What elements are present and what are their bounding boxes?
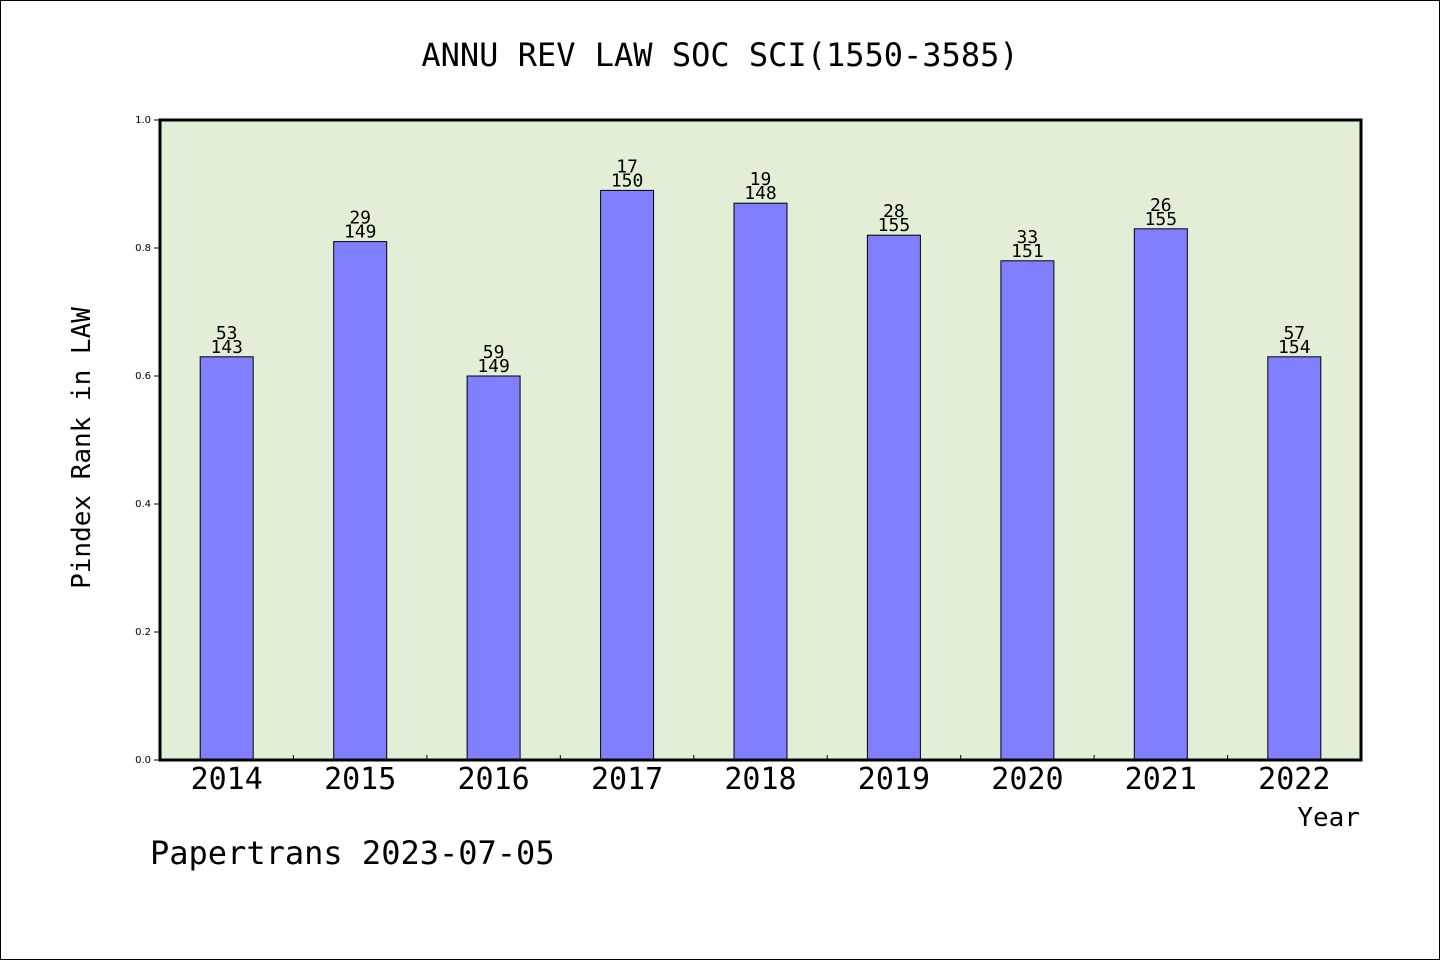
footer-credit: Papertrans 2023-07-05 (150, 834, 555, 872)
total-label: 149 (477, 356, 510, 377)
bar-2020 (1001, 261, 1054, 760)
y-tick-label: 0.6 (135, 371, 151, 382)
total-label: 155 (878, 215, 911, 236)
x-tick-label: 2019 (858, 762, 930, 797)
y-tick-label: 0.0 (135, 755, 151, 766)
x-tick-label: 2022 (1258, 762, 1330, 797)
x-tick-label: 2015 (324, 762, 396, 797)
x-tick-label: 2014 (191, 762, 263, 797)
bar-2016 (467, 376, 520, 760)
chart-title: ANNU REV LAW SOC SCI(1550-3585) (421, 36, 1018, 74)
x-tick-label: 2020 (991, 762, 1063, 797)
x-tick-label: 2017 (591, 762, 663, 797)
y-tick-label: 1.0 (135, 115, 151, 126)
bar-2021 (1134, 229, 1187, 760)
y-axis: 0.0 0.2 0.4 0.6 0.8 1.0 (135, 115, 160, 766)
x-axis-label: Year (1297, 803, 1360, 833)
bar-2014 (200, 357, 253, 760)
total-label: 155 (1145, 209, 1178, 230)
x-tick-label: 2016 (457, 762, 529, 797)
chart: ANNU REV LAW SOC SCI(1550-3585) 53143291… (0, 0, 1440, 960)
x-tick-label: 2021 (1125, 762, 1197, 797)
total-label: 154 (1278, 337, 1311, 358)
total-label: 148 (744, 183, 777, 204)
bar-2022 (1268, 357, 1321, 760)
y-tick-label: 0.2 (135, 627, 151, 638)
bar-2017 (601, 190, 654, 760)
y-axis-label: Pindex Rank in LAW (67, 307, 97, 589)
bar-2015 (334, 242, 387, 760)
total-label: 143 (210, 337, 243, 358)
total-label: 151 (1011, 241, 1044, 262)
y-tick-label: 0.8 (135, 243, 151, 254)
y-tick-label: 0.4 (135, 499, 151, 510)
x-tick-label: 2018 (724, 762, 796, 797)
total-label: 150 (611, 170, 644, 191)
bar-2019 (867, 235, 920, 760)
bar-2018 (734, 203, 787, 760)
total-label: 149 (344, 222, 377, 243)
bars (200, 190, 1321, 760)
